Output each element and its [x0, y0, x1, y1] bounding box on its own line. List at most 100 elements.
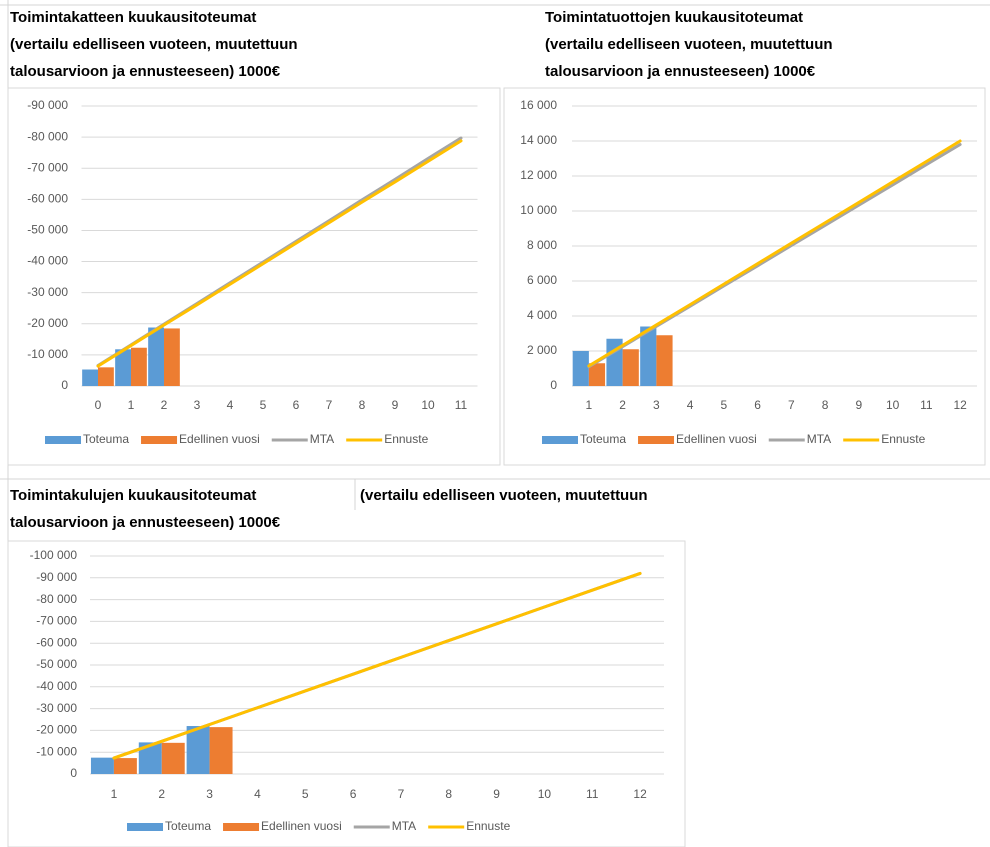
- bar: [113, 758, 137, 774]
- line: [96, 139, 463, 368]
- x-tick-label: 12: [953, 398, 967, 412]
- y-tick-label: 4 000: [527, 308, 557, 322]
- x-tick-label: 1: [111, 787, 118, 801]
- bar: [90, 757, 114, 774]
- line: [112, 571, 642, 760]
- bar: [209, 727, 233, 774]
- x-tick-label: 4: [227, 398, 234, 412]
- x-tick-label: 3: [206, 787, 213, 801]
- chart-title: talousarvioon ja ennusteeseen) 1000€: [545, 63, 816, 80]
- x-tick-label: 9: [856, 398, 863, 412]
- chart: 0 2 000 4 000 6 000 8 000 10 000 12 000 14 000 1…: [503, 87, 986, 466]
- x-tick-label: 5: [302, 787, 309, 801]
- chart-title: (vertailu edelliseen vuoteen, muutettuun: [10, 36, 298, 53]
- x-tick-label: 7: [398, 787, 405, 801]
- x-tick-label: 7: [326, 398, 333, 412]
- bar: [148, 327, 164, 386]
- legend-swatch: [141, 436, 178, 444]
- y-tick-label: -10 000: [36, 744, 77, 758]
- y-tick-label: 8 000: [527, 238, 557, 252]
- chart-title: Toimintakatteen kuukausitoteumat: [10, 9, 256, 26]
- x-tick-label: 2: [619, 398, 626, 412]
- x-tick-label: 3: [653, 398, 660, 412]
- y-tick-label: 10 000: [520, 203, 557, 217]
- legend-swatch: [127, 823, 163, 831]
- chart-area: [7, 540, 686, 847]
- x-tick-label: 1: [128, 398, 135, 412]
- y-tick-label: -40 000: [36, 679, 77, 693]
- bar: [622, 349, 639, 386]
- y-tick-label: -70 000: [36, 614, 77, 628]
- x-tick-label: 0: [95, 398, 102, 412]
- x-tick-label: 5: [260, 398, 267, 412]
- legend-label: MTA: [392, 819, 416, 833]
- x-tick-label: 10: [421, 398, 435, 412]
- y-tick-label: 12 000: [520, 168, 557, 182]
- x-tick-label: 9: [493, 787, 500, 801]
- y-tick-label: -30 000: [36, 701, 77, 715]
- x-tick-label: 10: [886, 398, 900, 412]
- y-tick-label: 0: [70, 766, 77, 780]
- y-tick-label: 2 000: [527, 343, 557, 357]
- x-tick-label: 6: [754, 398, 761, 412]
- legend-label: Ennuste: [881, 432, 925, 446]
- y-tick-label: 14 000: [520, 133, 557, 147]
- y-tick-label: 6 000: [527, 273, 557, 287]
- x-tick-label: 5: [721, 398, 728, 412]
- y-tick-label: -20 000: [36, 723, 77, 737]
- x-tick-label: 10: [538, 787, 552, 801]
- x-tick-label: 8: [359, 398, 366, 412]
- chart-title: Toimintakulujen kuukausitoteumat: [10, 487, 256, 504]
- legend-swatch: [45, 436, 81, 444]
- y-tick-label: -50 000: [36, 657, 77, 671]
- legend-label: MTA: [310, 432, 334, 446]
- legend-label: Edellinen vuosi: [676, 432, 757, 446]
- y-tick-label: -10 000: [27, 347, 68, 361]
- legend-label: Ennuste: [466, 819, 510, 833]
- bar: [164, 328, 180, 386]
- bar: [572, 351, 589, 386]
- bar: [640, 326, 657, 386]
- y-tick-label: -80 000: [36, 592, 77, 606]
- legend-label: MTA: [807, 432, 831, 446]
- bar: [115, 349, 131, 386]
- legend-label: Edellinen vuosi: [261, 819, 342, 833]
- x-tick-label: 2: [158, 787, 165, 801]
- x-tick-label: 6: [350, 787, 357, 801]
- chart: 0 -10 000 -20 000 -30 000 -40 000 -50 000 -60 …: [7, 87, 501, 466]
- x-tick-label: 2: [161, 398, 168, 412]
- x-tick-label: 11: [455, 398, 468, 412]
- y-tick-label: -40 000: [27, 254, 68, 268]
- x-tick-label: 8: [445, 787, 452, 801]
- bar: [161, 742, 185, 774]
- legend-label: Ennuste: [384, 432, 428, 446]
- y-tick-label: -60 000: [36, 635, 77, 649]
- x-tick-label: 3: [194, 398, 201, 412]
- y-tick-label: -90 000: [27, 98, 68, 112]
- chart-title: talousarvioon ja ennusteeseen) 1000€: [10, 514, 281, 531]
- x-tick-label: 11: [586, 787, 599, 801]
- chart-area: [7, 87, 501, 466]
- legend-swatch: [223, 823, 260, 831]
- x-tick-label: 1: [586, 398, 593, 412]
- y-tick-label: 16 000: [520, 98, 557, 112]
- bar: [656, 335, 673, 386]
- y-tick-label: -50 000: [27, 223, 68, 237]
- x-tick-label: 9: [392, 398, 399, 412]
- y-tick-label: -80 000: [27, 129, 68, 143]
- legend-label: Toteuma: [165, 819, 211, 833]
- chart-area: [503, 87, 986, 466]
- chart-title: (vertailu edelliseen vuoteen, muutettuun: [360, 487, 648, 504]
- y-tick-label: 0: [61, 378, 68, 392]
- chart-title: (vertailu edelliseen vuoteen, muutettuun: [545, 36, 833, 53]
- legend-swatch: [638, 436, 675, 444]
- x-tick-label: 8: [822, 398, 829, 412]
- legend-label: Edellinen vuosi: [179, 432, 260, 446]
- legend-swatch: [542, 436, 578, 444]
- bar: [131, 347, 147, 386]
- y-tick-label: 0: [550, 378, 557, 392]
- y-tick-label: -100 000: [30, 548, 78, 562]
- chart-title: Toimintatuottojen kuukausitoteumat: [545, 9, 803, 26]
- bar: [82, 369, 98, 386]
- bar: [138, 742, 162, 774]
